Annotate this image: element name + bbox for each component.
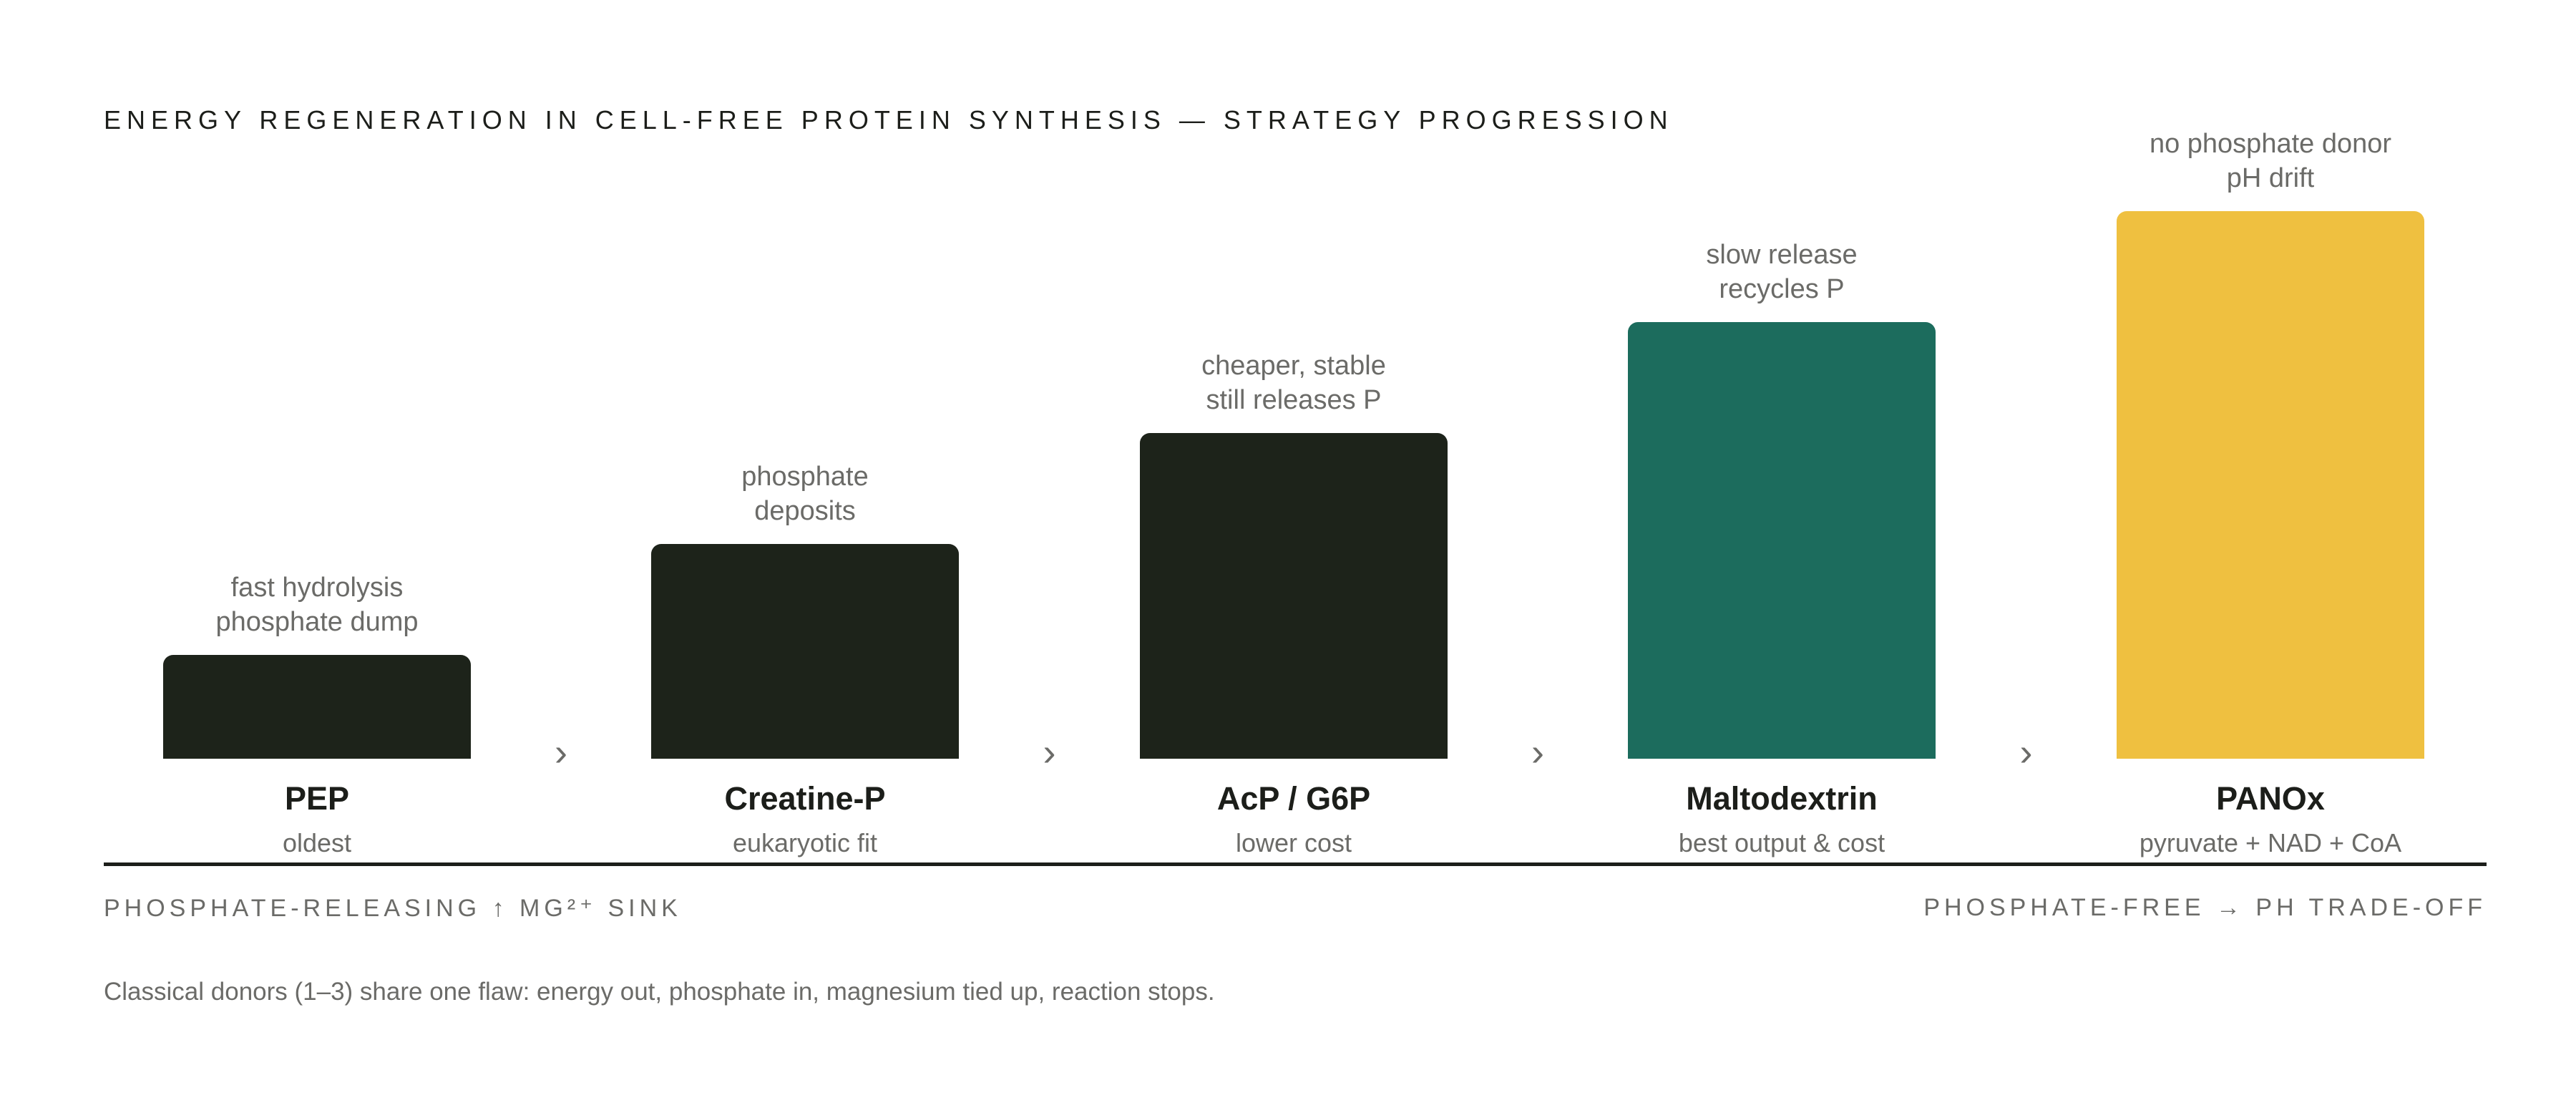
strategy-note-line: slow release bbox=[1706, 240, 1858, 270]
chevron-right-icon: › bbox=[1043, 731, 1056, 774]
strategy-subtitle: best output & cost bbox=[1678, 828, 1885, 857]
strategy-note-line: fast hydrolysis bbox=[230, 573, 404, 603]
strategy-bar bbox=[163, 655, 471, 759]
chevron-right-icon: › bbox=[2019, 731, 2033, 774]
strategy-note: slow release recycles P bbox=[1567, 238, 1996, 306]
strategy-name: Creatine-P bbox=[724, 780, 886, 817]
strategy-name: Maltodextrin bbox=[1686, 780, 1878, 817]
strategy-subtitle: lower cost bbox=[1235, 828, 1352, 857]
strategy-name: PANOx bbox=[2216, 780, 2325, 817]
strategy-note: phosphate deposits bbox=[590, 460, 1020, 528]
strategy-note-line: still releases P bbox=[1206, 385, 1382, 415]
strategy-note: cheaper, stable still releases P bbox=[1079, 349, 1508, 417]
strategy-note-line: pH drift bbox=[2226, 163, 2315, 193]
diagram-title: ENERGY REGENERATION IN CELL-FREE PROTEIN… bbox=[104, 105, 1674, 135]
axis-right-label: PHOSPHATE-FREE → PH TRADE-OFF bbox=[1923, 894, 2487, 921]
strategy-name: PEP bbox=[284, 780, 350, 817]
axis-left-label: PHOSPHATE-RELEASING ↑ MG²⁺ SINK bbox=[104, 895, 682, 922]
strategy-note-line: cheaper, stable bbox=[1201, 351, 1386, 381]
chevron-right-icon: › bbox=[1531, 731, 1544, 774]
footnote: Classical donors (1–3) share one flaw: e… bbox=[104, 978, 1215, 1006]
strategy-note-line: recycles P bbox=[1719, 274, 1845, 304]
strategy-note: fast hydrolysis phosphate dump bbox=[102, 570, 532, 639]
baseline-axis bbox=[104, 862, 2487, 866]
strategy-name: AcP / G6P bbox=[1216, 780, 1371, 817]
strategy-bar bbox=[1628, 322, 1936, 759]
strategy-bar bbox=[651, 544, 959, 759]
strategy-bar bbox=[1140, 433, 1448, 759]
chevron-right-icon: › bbox=[555, 731, 567, 774]
strategy-bar bbox=[2117, 211, 2424, 759]
strategy-note-line: phosphate bbox=[741, 462, 869, 492]
strategy-subtitle: oldest bbox=[282, 828, 352, 857]
strategy-note-line: phosphate dump bbox=[215, 607, 419, 637]
strategy-note-line: deposits bbox=[754, 496, 856, 526]
strategy-note: no phosphate donor pH drift bbox=[2056, 127, 2485, 195]
strategy-subtitle: pyruvate + NAD + CoA bbox=[2139, 828, 2402, 857]
strategy-subtitle: eukaryotic fit bbox=[732, 828, 878, 857]
strategy-note-line: no phosphate donor bbox=[2149, 129, 2392, 159]
